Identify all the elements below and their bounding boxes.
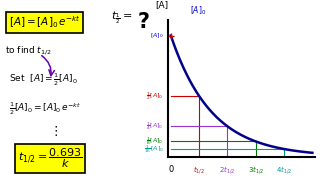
Text: $[A] = [A]_0\,e^{-kt}$: $[A] = [A]_0\,e^{-kt}$ xyxy=(9,15,81,30)
Text: $\frac{1}{2}[A]_0$: $\frac{1}{2}[A]_0$ xyxy=(146,90,164,102)
Text: $t_{1/2}$: $t_{1/2}$ xyxy=(193,165,205,176)
Text: $\mathbf{?}$: $\mathbf{?}$ xyxy=(137,12,150,33)
Text: $\frac{1}{16}[A]_0$: $\frac{1}{16}[A]_0$ xyxy=(144,143,164,155)
Text: $t_{\frac{1}{2}}=$: $t_{\frac{1}{2}}=$ xyxy=(111,10,132,26)
Text: [A]: [A] xyxy=(156,0,169,9)
Text: 0: 0 xyxy=(168,165,173,174)
Text: Set  $[A] = \frac{1}{2}[A]_0$: Set $[A] = \frac{1}{2}[A]_0$ xyxy=(9,71,78,87)
Text: $[A]_0$: $[A]_0$ xyxy=(190,4,206,17)
Text: $\frac{1}{4}[A]_0$: $\frac{1}{4}[A]_0$ xyxy=(146,120,164,132)
Text: $[A]_0$: $[A]_0$ xyxy=(150,31,164,40)
Text: $2t_{1/2}$: $2t_{1/2}$ xyxy=(219,165,236,176)
Text: $t_{1/2} = \dfrac{0.693}{k}$: $t_{1/2} = \dfrac{0.693}{k}$ xyxy=(18,147,82,170)
Text: $4t_{1/2}$: $4t_{1/2}$ xyxy=(276,165,292,176)
Text: $3t_{1/2}$: $3t_{1/2}$ xyxy=(248,165,264,176)
Text: $\vdots$: $\vdots$ xyxy=(49,123,58,138)
Text: $\frac{1}{2}[A]_0 = [A]_0\,e^{-kt}$: $\frac{1}{2}[A]_0 = [A]_0\,e^{-kt}$ xyxy=(9,101,81,117)
Text: to find $t_{1/2}$: to find $t_{1/2}$ xyxy=(5,44,52,57)
Text: $\frac{1}{8}[A]_0$: $\frac{1}{8}[A]_0$ xyxy=(146,136,164,147)
